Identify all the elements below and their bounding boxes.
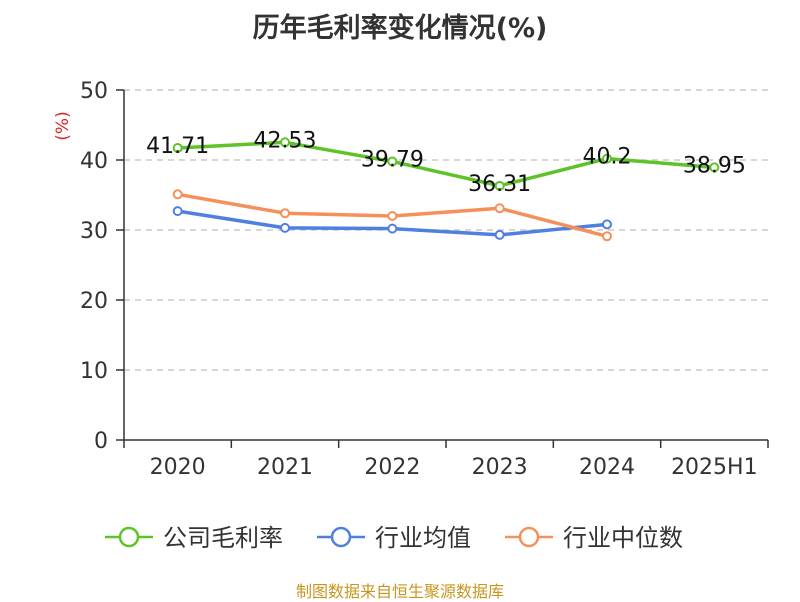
data-point	[172, 143, 183, 154]
source-note: 制图数据来自恒生聚源数据库	[295, 582, 504, 601]
data-point	[172, 189, 183, 200]
y-tick-label: 20	[80, 289, 108, 314]
legend-marker	[118, 526, 140, 548]
data-point	[494, 180, 505, 191]
data-label: 36.31	[468, 172, 531, 197]
y-tick-label: 10	[80, 359, 108, 384]
legend-label: 行业均值	[375, 524, 471, 552]
data-point	[387, 223, 398, 234]
data-label: 42.53	[254, 128, 317, 153]
x-tick-label: 2024	[579, 455, 635, 480]
data-point	[280, 137, 290, 148]
data-point	[280, 222, 290, 233]
y-axis-label: (%)	[53, 111, 73, 140]
data-label: 40.2	[583, 145, 632, 170]
chart-title: 历年毛利率变化情况(%)	[252, 13, 548, 44]
data-point	[709, 162, 720, 173]
x-tick-label: 2020	[150, 455, 206, 480]
y-tick-label: 40	[80, 149, 108, 174]
data-point	[172, 206, 183, 217]
y-tick-label: 0	[94, 429, 108, 454]
data-point	[602, 153, 612, 164]
data-label: 39.79	[361, 147, 424, 172]
data-point	[494, 203, 505, 214]
x-tick-label: 2022	[364, 455, 420, 480]
data-point	[387, 211, 398, 221]
legend-marker	[330, 526, 352, 548]
y-tick-label: 50	[80, 79, 108, 104]
legend-label: 公司毛利率	[163, 524, 283, 552]
data-point	[602, 219, 612, 230]
data-point	[280, 208, 290, 219]
legend-label: 行业中位数	[563, 524, 683, 552]
data-label: 41.71	[146, 134, 209, 159]
x-tick-label: 2023	[472, 455, 528, 480]
data-point	[387, 156, 398, 167]
x-tick-label: 2021	[257, 455, 313, 480]
x-tick-label: 2025H1	[671, 455, 758, 480]
data-point	[494, 229, 505, 240]
series-line-0	[177, 140, 715, 188]
data-point	[602, 231, 612, 242]
legend-marker	[518, 526, 540, 548]
y-tick-label: 30	[80, 219, 108, 244]
data-label: 38.95	[683, 153, 746, 178]
